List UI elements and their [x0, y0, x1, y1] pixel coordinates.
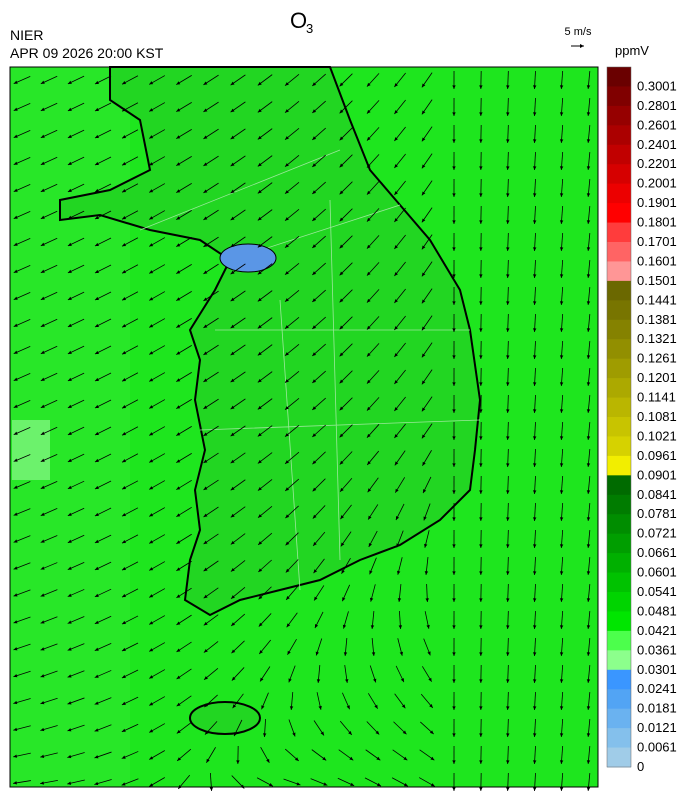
- colorbar-label: 0.1801: [637, 215, 677, 230]
- title-subscript: 3: [306, 21, 313, 36]
- colorbar-swatch: [607, 398, 631, 418]
- colorbar-swatch: [607, 339, 631, 359]
- colorbar-label: 0.1081: [637, 409, 677, 424]
- colorbar-swatch: [607, 553, 631, 573]
- colorbar-label: 0.0601: [637, 565, 677, 580]
- colorbar-label: 0.2001: [637, 176, 677, 191]
- colorbar-label: 0.0301: [637, 662, 677, 677]
- colorbar-swatch: [607, 203, 631, 223]
- wind-arrow-head: [210, 787, 213, 791]
- colorbar-swatch: [607, 689, 631, 709]
- jeju-island: [190, 702, 260, 734]
- colorbar-swatch: [607, 631, 631, 651]
- colorbar-swatch: [607, 611, 631, 631]
- colorbar-swatch: [607, 573, 631, 593]
- colorbar-label: 0.0061: [637, 740, 677, 755]
- colorbar-label: 0.0781: [637, 506, 677, 521]
- colorbar-label: 0.1201: [637, 370, 677, 385]
- wind-scale-label: 5 m/s: [565, 26, 592, 38]
- colorbar-swatch: [607, 281, 631, 301]
- colorbar-swatch: [607, 495, 631, 515]
- colorbar-unit: ppmV: [615, 43, 649, 58]
- colorbar-label: 0.0481: [637, 603, 677, 618]
- colorbar-swatch: [607, 456, 631, 476]
- colorbar-label: 0.2201: [637, 156, 677, 171]
- colorbar-swatch: [607, 650, 631, 670]
- colorbar-swatch: [607, 320, 631, 340]
- title: O: [290, 8, 307, 33]
- low-ozone-area: [220, 244, 276, 272]
- colorbar-swatch: [607, 223, 631, 243]
- colorbar-label: 0: [637, 759, 644, 774]
- colorbar-label: 0.1901: [637, 195, 677, 210]
- colorbar-swatch: [607, 300, 631, 320]
- colorbar-swatch: [607, 378, 631, 398]
- colorbar-swatch: [607, 261, 631, 281]
- colorbar-label: 0.0181: [637, 701, 677, 716]
- colorbar-swatch: [607, 534, 631, 554]
- colorbar-label: 0.0121: [637, 720, 677, 735]
- colorbar-label: 0.0901: [637, 467, 677, 482]
- colorbar-swatch: [607, 514, 631, 534]
- colorbar-label: 0.2801: [637, 98, 677, 113]
- colorbar-label: 0.0421: [637, 623, 677, 638]
- colorbar-label: 0.0541: [637, 584, 677, 599]
- colorbar-label: 0.0661: [637, 545, 677, 560]
- colorbar-swatch: [607, 592, 631, 612]
- colorbar-label: 0.1141: [637, 390, 676, 405]
- wind-arrow-head: [506, 787, 509, 791]
- colorbar-label: 0.2601: [637, 117, 677, 132]
- colorbar-label: 0.1321: [637, 331, 677, 346]
- colorbar-swatch: [607, 145, 631, 165]
- colorbar-label: 0.1501: [637, 273, 677, 288]
- light-patch: [12, 420, 50, 480]
- colorbar: 0.3001 0.2801 0.2601 0.2401 0.2201 0.2001 0.19…: [607, 67, 677, 774]
- colorbar-swatch: [607, 67, 631, 87]
- colorbar-label: 0.0961: [637, 448, 677, 463]
- timestamp: APR 09 2026 20:00 KST: [10, 45, 164, 61]
- wind-arrow-head: [560, 787, 563, 791]
- colorbar-label: 0.0361: [637, 642, 677, 657]
- colorbar-label: 0.3001: [637, 78, 677, 93]
- colorbar-label: 0.1441: [637, 292, 677, 307]
- colorbar-swatch: [607, 242, 631, 262]
- colorbar-swatch: [607, 417, 631, 437]
- colorbar-swatch: [607, 436, 631, 456]
- colorbar-swatch: [607, 748, 631, 768]
- wind-arrow-head: [452, 787, 455, 791]
- wind-scale-head: [580, 44, 584, 48]
- colorbar-label: 0.1381: [637, 312, 677, 327]
- colorbar-swatch: [607, 86, 631, 106]
- colorbar-swatch: [607, 670, 631, 690]
- colorbar-label: 0.1601: [637, 253, 677, 268]
- map: [10, 67, 598, 791]
- colorbar-swatch: [607, 475, 631, 495]
- wind-arrow-head: [479, 787, 482, 791]
- colorbar-label: 0.2401: [637, 137, 677, 152]
- colorbar-swatch: [607, 184, 631, 204]
- colorbar-label: 0.1701: [637, 234, 677, 249]
- colorbar-label: 0.0721: [637, 526, 677, 541]
- colorbar-swatch: [607, 359, 631, 379]
- colorbar-swatch: [607, 106, 631, 126]
- colorbar-swatch: [607, 125, 631, 145]
- colorbar-swatch: [607, 164, 631, 184]
- wind-arrow-head: [533, 787, 536, 791]
- colorbar-swatch: [607, 709, 631, 729]
- colorbar-swatch: [607, 728, 631, 748]
- source: NIER: [10, 27, 43, 43]
- colorbar-label: 0.1261: [637, 351, 677, 366]
- colorbar-label: 0.0241: [637, 681, 677, 696]
- colorbar-label: 0.1021: [637, 428, 677, 443]
- colorbar-label: 0.0841: [637, 487, 677, 502]
